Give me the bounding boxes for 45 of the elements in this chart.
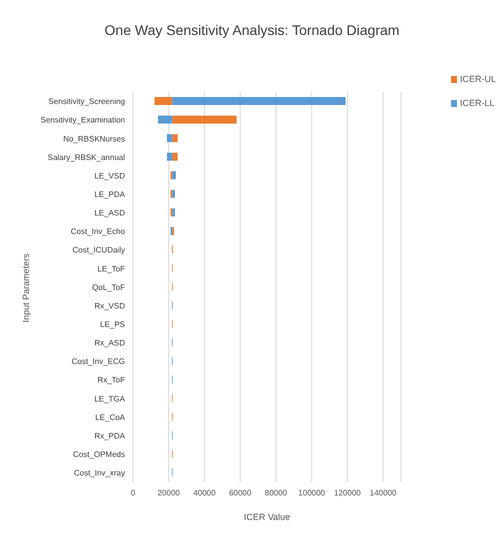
y-tick-label: LE_PS [100, 320, 125, 329]
y-tick-label: Cost_ICUDaily [72, 246, 125, 255]
y-tick-label: LE_CoA [95, 412, 126, 422]
y-tick-label: Sensitivity_Examination [40, 116, 125, 125]
bar [172, 208, 175, 216]
y-tick-label: LE_TGA [94, 394, 126, 404]
y-axis-title: Input Parameters [21, 253, 31, 323]
bar [172, 116, 237, 124]
y-tick-label: Rx_ASD [94, 338, 126, 348]
x-tick-label: 0 [130, 488, 136, 498]
bar [172, 171, 176, 180]
chart-title: One Way Sensitivity Analysis: Tornado Diagram [104, 21, 400, 40]
y-tick-label: Rx_PDA [94, 431, 126, 440]
y-tick-label: Salary_RBSK_annual [48, 152, 126, 162]
y-tick-label: LE_ASD [94, 208, 126, 218]
bar [166, 134, 172, 142]
y-tick-label: Cost_Inv_xray [74, 468, 125, 478]
bar [154, 97, 172, 105]
x-tick-label: 60000 [229, 488, 252, 498]
x-tick-label: 80000 [264, 488, 288, 498]
y-tick-label: Sensitivity_Screening [48, 97, 125, 106]
y-tick-label: LE_VSD [94, 171, 126, 180]
legend-label: ICER-LL [460, 98, 494, 108]
bar [172, 134, 178, 142]
x-tick-label: 120000 [334, 488, 362, 498]
y-tick-label: QoL_ToF [92, 282, 126, 292]
y-tick-label: LE_ToF [97, 264, 126, 274]
bar [158, 116, 172, 124]
x-tick-label: 20000 [158, 488, 180, 498]
y-tick-label: Rx_VSD [94, 301, 126, 310]
x-tick-label: 40000 [193, 488, 216, 498]
y-tick-label: Rx_ToF [97, 376, 126, 385]
y-tick-label: LE_PDA [94, 190, 126, 199]
y-tick-label: Cost_Inv_Echo [70, 227, 126, 236]
y-tick-label: No_RBSKNurses [63, 134, 125, 144]
legend-label: ICER-UL [460, 74, 496, 84]
bar [172, 190, 175, 198]
bar [172, 152, 178, 161]
x-tick-label: 100000 [298, 488, 326, 498]
x-tick-label: 140000 [370, 488, 398, 498]
bar [166, 152, 172, 161]
bar [172, 97, 346, 105]
y-tick-label: Cost_OPMeds [72, 450, 125, 459]
y-tick-label: Cost_Inv_ECG [72, 357, 125, 366]
x-axis-title: ICER Value [244, 512, 290, 522]
